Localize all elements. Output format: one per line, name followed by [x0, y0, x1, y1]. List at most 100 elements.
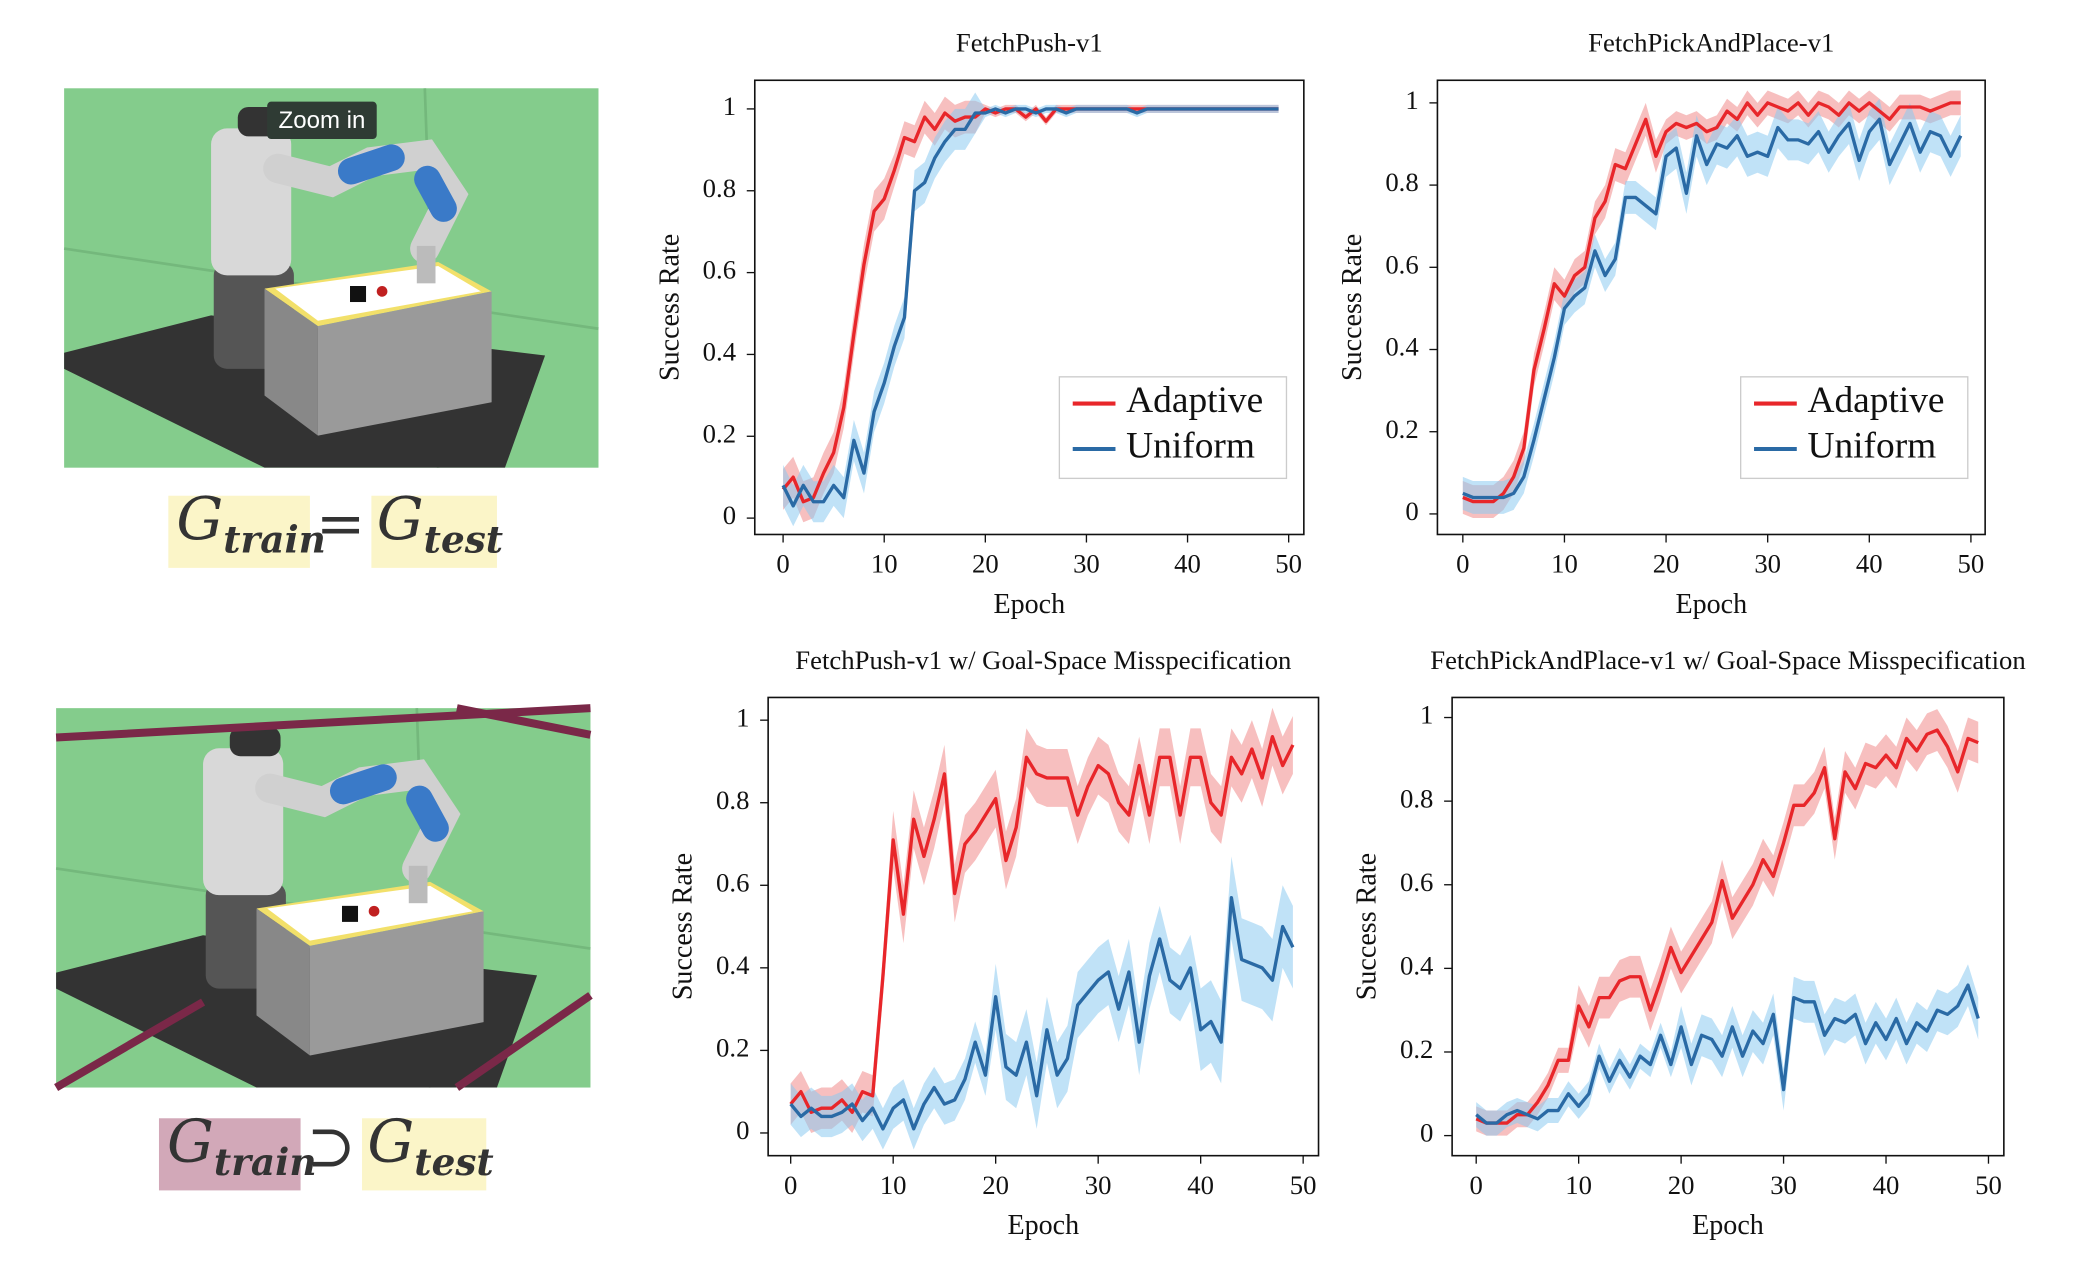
plot-frame — [1436, 79, 1986, 536]
caption-box — [168, 495, 310, 568]
x-tick-label: 0 — [776, 549, 789, 579]
y-tick-label: 0 — [1420, 1118, 1433, 1148]
y-tick-label: 0.8 — [703, 173, 736, 203]
caption-rhs: Gtest — [367, 1106, 493, 1183]
error-band — [790, 856, 1293, 1150]
caption-op: ⊃ — [307, 1112, 356, 1181]
y-tick-label: 1 — [1420, 700, 1433, 730]
y-tick-label: 1 — [723, 91, 736, 121]
y-tick-label: 0.2 — [1385, 414, 1418, 444]
y-tick-label: 0 — [723, 500, 736, 530]
legend-label: Uniform — [1126, 426, 1255, 467]
subscript: test — [414, 1140, 493, 1184]
caption-box — [371, 495, 497, 568]
x-tick-label: 10 — [880, 1170, 907, 1200]
x-tick-label: 10 — [1551, 549, 1578, 579]
y-axis-label: Success Rate — [668, 853, 699, 1000]
y-tick-label: 0.8 — [716, 785, 749, 815]
chart-title: FetchPickAndPlace-v1 — [1588, 28, 1834, 58]
y-tick-label: 1 — [736, 702, 749, 732]
caption-rhs: Gtest — [377, 484, 503, 561]
x-tick-label: 20 — [972, 549, 999, 579]
caption-op: = — [316, 489, 365, 558]
error-band — [783, 92, 1279, 527]
x-tick-label: 30 — [1754, 549, 1781, 579]
scene: Zoom in — [64, 88, 598, 467]
series-line — [1475, 983, 1980, 1125]
chart-title: FetchPickAndPlace-v1 w/ Goal-Space Missp… — [1430, 645, 2025, 675]
subscript: test — [424, 517, 503, 561]
x-tick-label: 40 — [1873, 1170, 1900, 1200]
tooltip-box — [267, 101, 377, 140]
subscript: train — [214, 1140, 317, 1184]
series-line — [789, 735, 1295, 1114]
x-tick-label: 30 — [1073, 549, 1100, 579]
x-tick-label: 50 — [1975, 1170, 2002, 1200]
y-tick-label: 0.6 — [716, 867, 749, 897]
y-axis-label: Success Rate — [1352, 853, 1383, 1000]
series-line — [1462, 101, 1961, 504]
symbol: G — [377, 484, 424, 553]
error-band — [1462, 98, 1961, 514]
y-tick-label: 0.4 — [1400, 950, 1433, 980]
series-line — [781, 107, 1279, 508]
y-tick-label: 1 — [1405, 85, 1418, 115]
legend-label: Adaptive — [1807, 380, 1944, 421]
caption-box — [362, 1118, 487, 1191]
x-tick-label: 30 — [1085, 1170, 1112, 1200]
x-axis-label: Epoch — [993, 589, 1065, 620]
legend-box — [1058, 376, 1288, 480]
series-line — [1462, 117, 1963, 500]
x-tick-label: 0 — [1470, 1170, 1483, 1200]
y-tick-label: 0.2 — [1400, 1034, 1433, 1064]
boundary — [456, 704, 592, 739]
caption-lhs: Gtrain — [167, 1106, 317, 1183]
x-tick-label: 40 — [1187, 1170, 1214, 1200]
y-tick-label: 0 — [1405, 496, 1418, 526]
y-tick-label: 0 — [736, 1115, 749, 1145]
plot-frame — [753, 79, 1305, 536]
x-tick-label: 20 — [982, 1170, 1009, 1200]
caption-lhs: Gtrain — [176, 484, 326, 561]
y-tick-label: 0.4 — [716, 950, 749, 980]
x-tick-label: 50 — [1275, 549, 1302, 579]
plot-frame — [767, 696, 1320, 1157]
x-tick-label: 20 — [1653, 549, 1680, 579]
chart-title: FetchPush-v1 — [956, 28, 1103, 58]
x-axis-label: Epoch — [1692, 1210, 1764, 1241]
error-band — [1476, 964, 1979, 1136]
y-tick-label: 0.2 — [703, 418, 736, 448]
scene — [56, 708, 590, 1087]
x-axis-label: Epoch — [1675, 589, 1747, 620]
y-tick-label: 0.6 — [703, 255, 736, 285]
y-tick-label: 0.8 — [1400, 783, 1433, 813]
boundary — [454, 992, 593, 1091]
y-axis-label: Success Rate — [1337, 234, 1368, 381]
x-tick-label: 0 — [784, 1170, 797, 1200]
x-tick-label: 50 — [1290, 1170, 1317, 1200]
y-tick-label: 0.2 — [716, 1033, 749, 1063]
caption-box — [158, 1118, 301, 1191]
x-tick-label: 10 — [1565, 1170, 1592, 1200]
x-tick-label: 0 — [1456, 549, 1469, 579]
scene-image — [64, 88, 598, 467]
x-tick-label: 10 — [871, 549, 898, 579]
scene-image — [56, 708, 590, 1087]
x-tick-label: 40 — [1174, 549, 1201, 579]
error-band — [1476, 709, 1979, 1136]
tooltip: Zoom in — [279, 107, 366, 134]
symbol: G — [367, 1106, 414, 1175]
series-line — [1475, 728, 1979, 1125]
x-tick-label: 40 — [1856, 549, 1883, 579]
chart: FetchPickAndPlace-v1 w/ Goal-Space Missp… — [1352, 645, 2026, 1241]
series-line — [789, 895, 1295, 1131]
x-tick-label: 50 — [1958, 549, 1985, 579]
y-tick-label: 0.6 — [1385, 249, 1418, 279]
chart-title: FetchPush-v1 w/ Goal-Space Misspecificat… — [795, 645, 1291, 675]
legend-box — [1740, 376, 1969, 480]
y-tick-label: 0.8 — [1385, 167, 1418, 197]
y-tick-label: 0.4 — [703, 337, 736, 367]
